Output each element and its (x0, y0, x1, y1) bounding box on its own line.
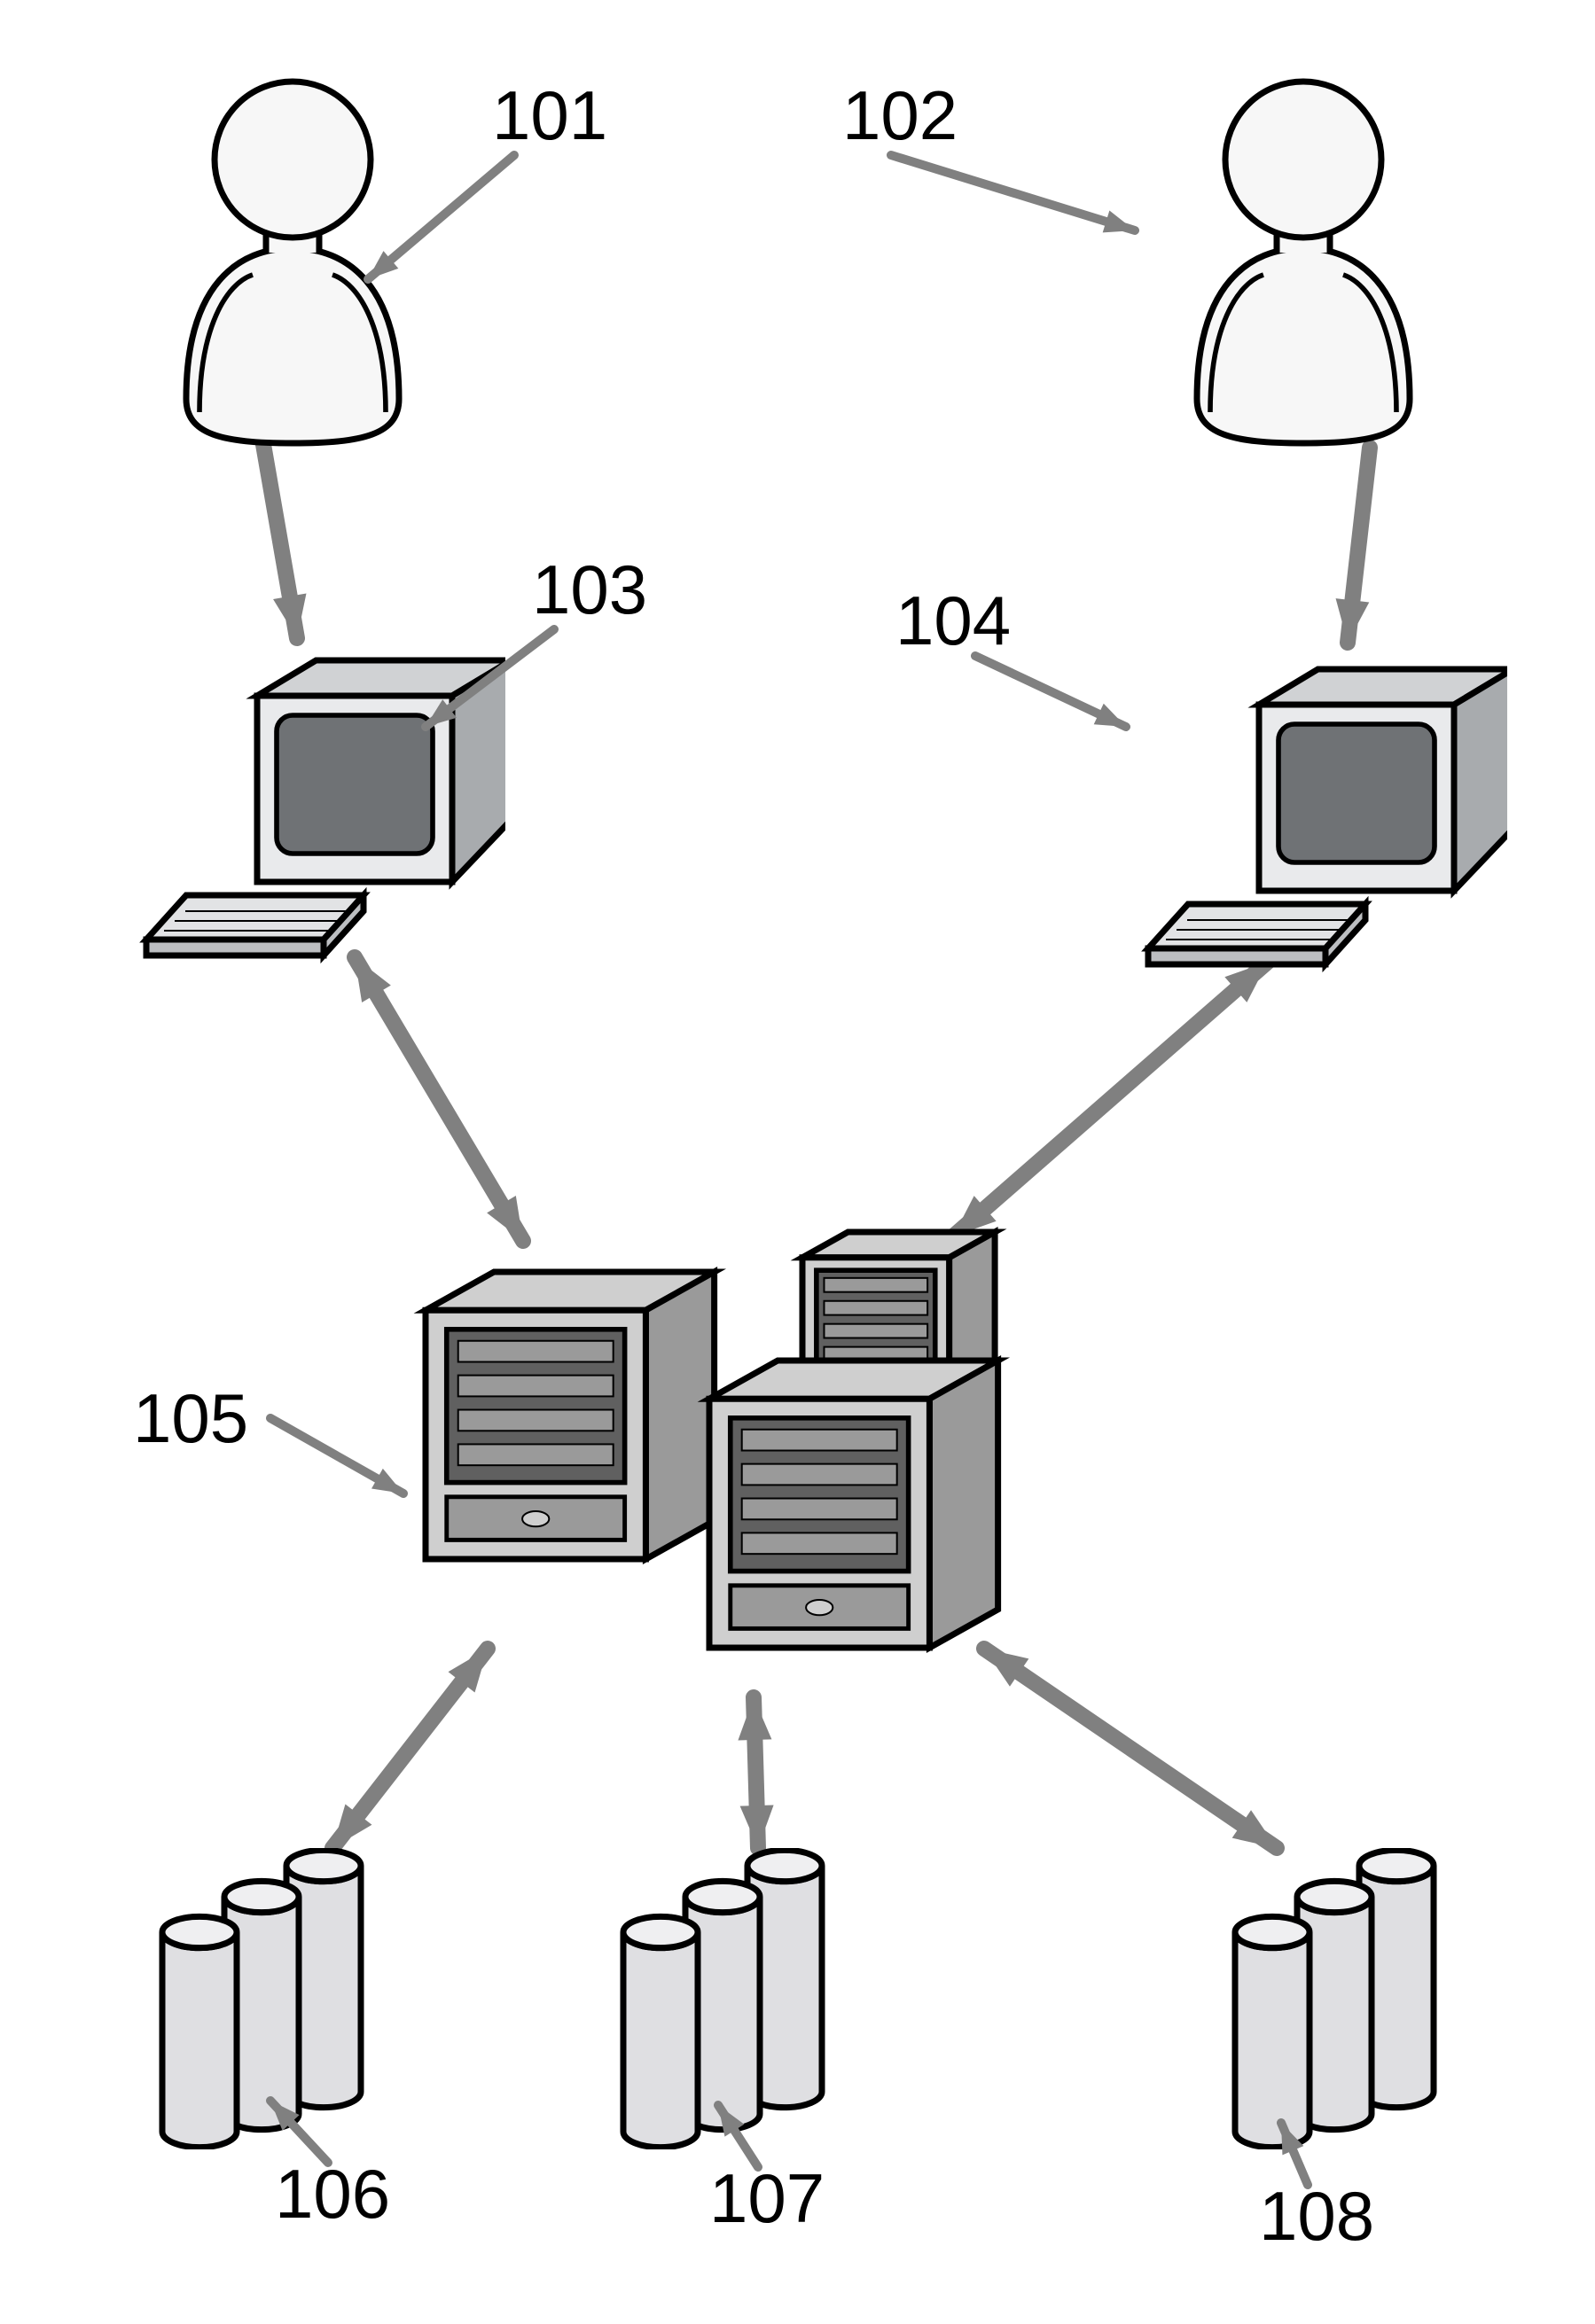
arrow-servers-to-db_mid (738, 1697, 773, 1848)
node-user_left (151, 62, 434, 452)
node-pc_left (115, 647, 505, 975)
node-db_right (1215, 1848, 1454, 2149)
arrow-pc_left-to-servers (355, 957, 523, 1241)
label-servers: 105 (133, 1378, 248, 1459)
label-user_right: 102 (842, 75, 958, 156)
label-db_right: 108 (1259, 2176, 1374, 2257)
node-pc_right (1117, 656, 1507, 984)
arrow-user_right-to-pc_right (1336, 448, 1370, 643)
arrow-pc_right-to-servers (953, 962, 1268, 1236)
label-pc_right: 104 (895, 581, 1011, 661)
node-servers (408, 1223, 1064, 1720)
label-db_mid: 107 (709, 2158, 825, 2239)
label-db_left: 106 (275, 2154, 390, 2234)
node-db_mid (603, 1848, 842, 2149)
node-db_left (142, 1848, 381, 2149)
label-user_left: 101 (492, 75, 607, 156)
node-user_right (1161, 62, 1445, 452)
arrow-user_left-to-pc_left (262, 434, 306, 638)
label-pc_left: 103 (532, 550, 647, 630)
